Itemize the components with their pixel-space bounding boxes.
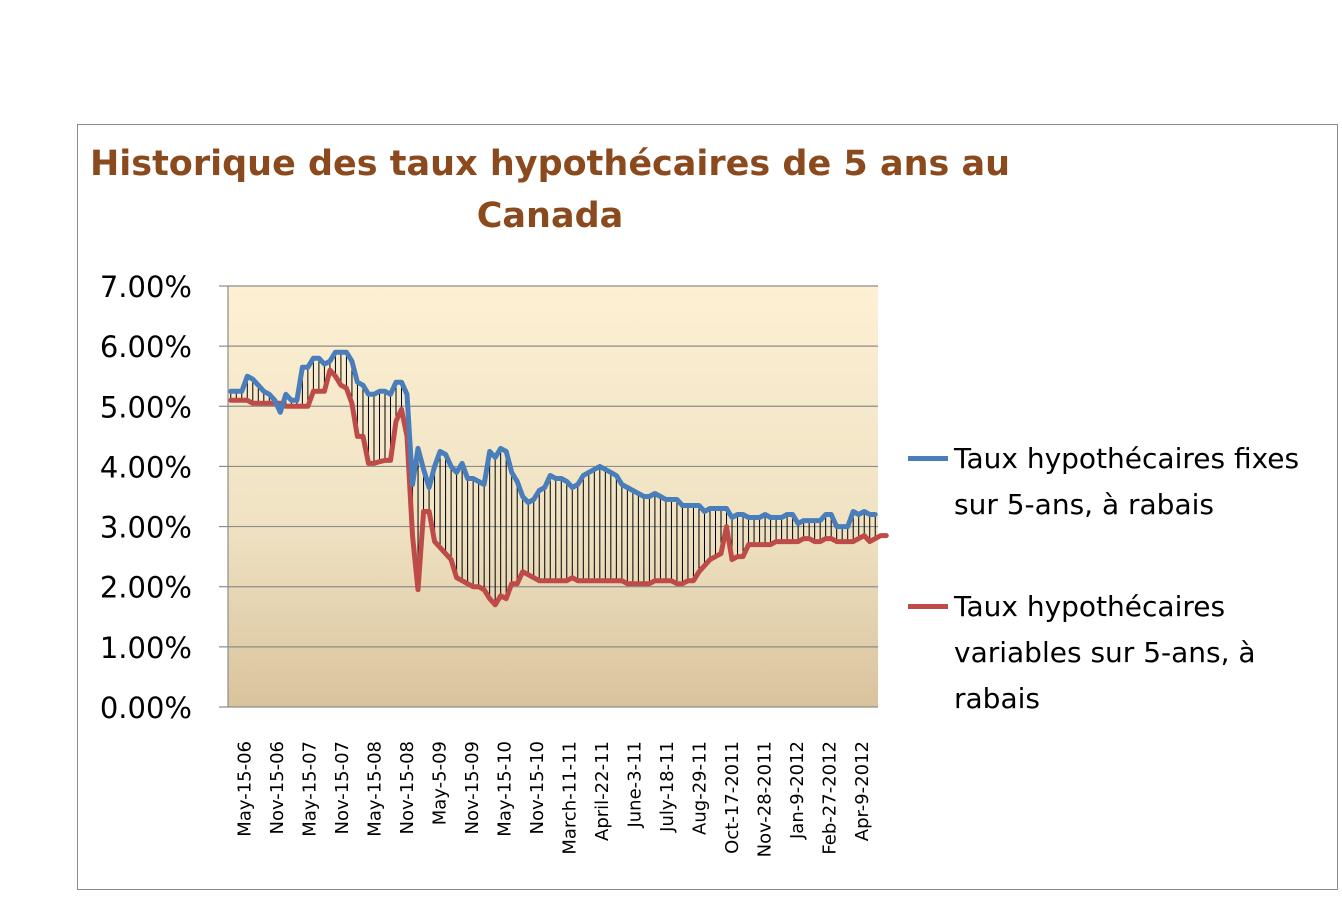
x-tick-label: Nov-15-09 [462,741,483,834]
x-tick-label: Nov-15-06 [267,741,288,834]
legend-item-fixed: Taux hypothécaires fixes sur 5-ans, à ra… [908,436,1328,532]
x-tick-label: Nov-28-2011 [754,741,775,857]
x-tick-label: May-15-07 [299,741,320,837]
series-lines [228,349,889,608]
x-tick-label: Nov-15-10 [527,741,548,834]
plot-area [228,286,878,707]
y-axis-tick-labels: 7.00% 6.00% 5.00% 4.00% 3.00% 2.00% 1.00% 0.00% [100,270,192,725]
x-tick-label: Apr-9-2012 [852,741,873,841]
x-tick-label: April-22-11 [592,741,613,841]
x-tick-label: Nov-15-07 [332,741,353,834]
x-tick-label: Oct-17-2011 [722,741,743,854]
gridlines [219,285,878,708]
legend-swatch-fixed [908,456,948,461]
x-tick-label: July-18-11 [657,741,678,833]
legend-item-variable: Taux hypothécaires variables sur 5-ans, … [908,584,1328,724]
legend-swatch-variable [908,604,948,609]
y-tick-label: 6.00% [100,330,192,364]
series-line-fixed [228,349,878,530]
x-tick-label: May-5-09 [429,741,450,825]
x-tick-label: May-15-10 [494,741,515,837]
y-tick-label: 2.00% [100,571,192,605]
chart-title: Historique des taux hypothécaires de 5 a… [89,144,1011,236]
axes [227,286,878,708]
y-tick-label: 3.00% [100,511,192,545]
y-tick-label: 4.00% [100,450,192,484]
legend-label-fixed: Taux hypothécaires fixes sur 5-ans, à ra… [954,442,1300,521]
y-tick-label: 0.00% [100,691,192,725]
x-tick-label: Aug-29-11 [689,741,710,835]
y-tick-label: 5.00% [100,390,192,424]
x-tick-label: May-15-06 [234,741,255,837]
x-tick-label: Jan-9-2012 [787,741,808,840]
y-tick-label: 1.00% [100,631,192,665]
chart-frame [77,124,1338,890]
x-tick-label: Feb-27-2012 [819,741,840,855]
x-tick-label: March-11-11 [559,741,580,855]
series-line-variable [228,367,889,608]
legend-label-variable: Taux hypothécaires variables sur 5-ans, … [954,590,1256,715]
x-tick-label: June-3-11 [624,741,645,829]
y-tick-label: 7.00% [100,270,192,304]
x-tick-label: May-15-08 [364,741,385,837]
x-tick-label: Nov-15-08 [397,741,418,834]
x-axis-tick-labels: May-15-06 Nov-15-06 May-15-07 Nov-15-07 May-… [234,741,873,857]
